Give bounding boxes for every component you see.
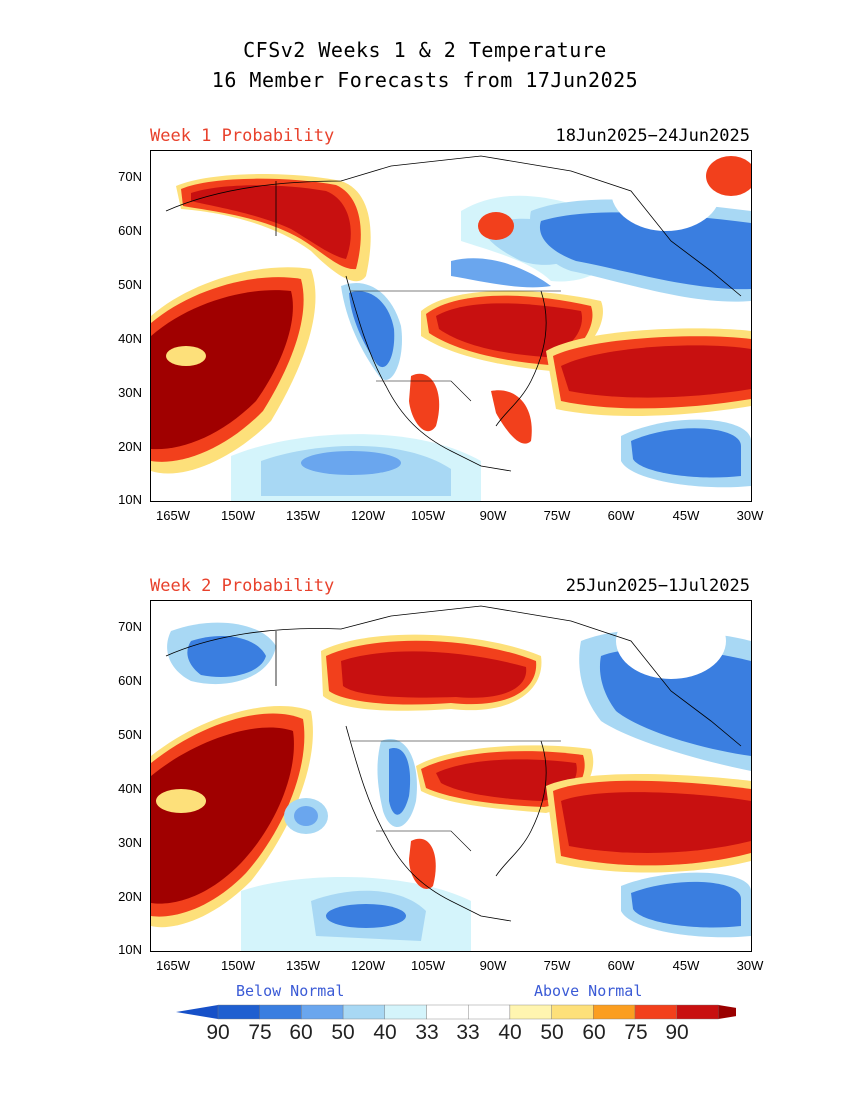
colorbar-cell — [217, 1004, 260, 1020]
lon-label: 135W — [286, 508, 320, 523]
legend-value: 50 — [540, 1021, 564, 1044]
week2-panel-label: Week 2 Probability — [150, 576, 335, 596]
legend-value: 33 — [456, 1021, 480, 1044]
legend-value: 75 — [248, 1021, 272, 1044]
lat-label: 50N — [118, 727, 142, 742]
colorbar-cell — [634, 1004, 677, 1020]
lon-label: 165W — [156, 508, 190, 523]
lon-label: 60W — [607, 958, 635, 973]
legend-value: 33 — [415, 1021, 439, 1044]
week1-probability-map — [150, 150, 752, 502]
legend-value: 50 — [331, 1021, 355, 1044]
legend-below-normal-label: Below Normal — [236, 982, 345, 1000]
lon-label: 75W — [543, 508, 571, 523]
lon-label: 30W — [736, 508, 764, 523]
lat-label: 10N — [118, 492, 142, 507]
legend-value: 75 — [624, 1021, 648, 1044]
lon-label: 90W — [479, 958, 507, 973]
legend-value: 40 — [373, 1021, 397, 1044]
lat-label: 10N — [118, 942, 142, 957]
legend-value: 90 — [665, 1021, 689, 1044]
legend-value: 60 — [289, 1021, 313, 1044]
colorbar-cell — [259, 1004, 302, 1020]
lon-label: 30W — [736, 958, 764, 973]
lon-label: 120W — [351, 508, 385, 523]
lon-label: 105W — [411, 508, 445, 523]
lon-label: 60W — [607, 508, 635, 523]
lon-label: 75W — [543, 958, 571, 973]
week1-panel-label: Week 1 Probability — [150, 126, 335, 146]
lat-label: 60N — [118, 673, 142, 688]
week1-date-range: 18Jun2025−24Jun2025 — [555, 126, 750, 146]
lat-label: 40N — [118, 781, 142, 796]
colorbar-cell — [676, 1004, 719, 1020]
lat-label: 30N — [118, 835, 142, 850]
legend-value: 90 — [206, 1021, 230, 1044]
lon-label: 120W — [351, 958, 385, 973]
lat-label: 30N — [118, 385, 142, 400]
colorbar-right-arrow — [718, 1005, 736, 1019]
lat-label: 70N — [118, 619, 142, 634]
lat-label: 70N — [118, 169, 142, 184]
colorbar-left-arrow — [176, 1005, 218, 1019]
week2-date-range: 25Jun2025−1Jul2025 — [565, 576, 750, 596]
colorbar-cell — [384, 1004, 427, 1020]
colorbar-cell — [593, 1004, 636, 1020]
colorbar-cell — [468, 1004, 511, 1020]
lat-label: 40N — [118, 331, 142, 346]
lat-label: 50N — [118, 277, 142, 292]
legend-value: 40 — [498, 1021, 522, 1044]
legend-colorbar — [176, 1004, 736, 1020]
lon-label: 45W — [672, 958, 700, 973]
week2-probability-map — [150, 600, 752, 952]
colorbar-cell — [426, 1004, 469, 1020]
lat-label: 20N — [118, 439, 142, 454]
colorbar-cell — [342, 1004, 386, 1020]
lon-label: 150W — [221, 508, 255, 523]
lon-label: 165W — [156, 958, 190, 973]
lon-label: 150W — [221, 958, 255, 973]
colorbar-cell — [551, 1004, 594, 1020]
figure-title-line2: 16 Member Forecasts from 17Jun2025 — [211, 68, 639, 92]
legend-above-normal-label: Above Normal — [534, 982, 643, 1000]
lat-label: 60N — [118, 223, 142, 238]
colorbar-cell — [509, 1004, 552, 1020]
lon-label: 135W — [286, 958, 320, 973]
lon-label: 45W — [672, 508, 700, 523]
lat-label: 20N — [118, 889, 142, 904]
lon-label: 105W — [411, 958, 445, 973]
legend-value: 60 — [582, 1021, 606, 1044]
colorbar-cell — [301, 1004, 344, 1020]
lon-label: 90W — [479, 508, 507, 523]
figure-title-line1: CFSv2 Weeks 1 & 2 Temperature — [243, 38, 607, 62]
